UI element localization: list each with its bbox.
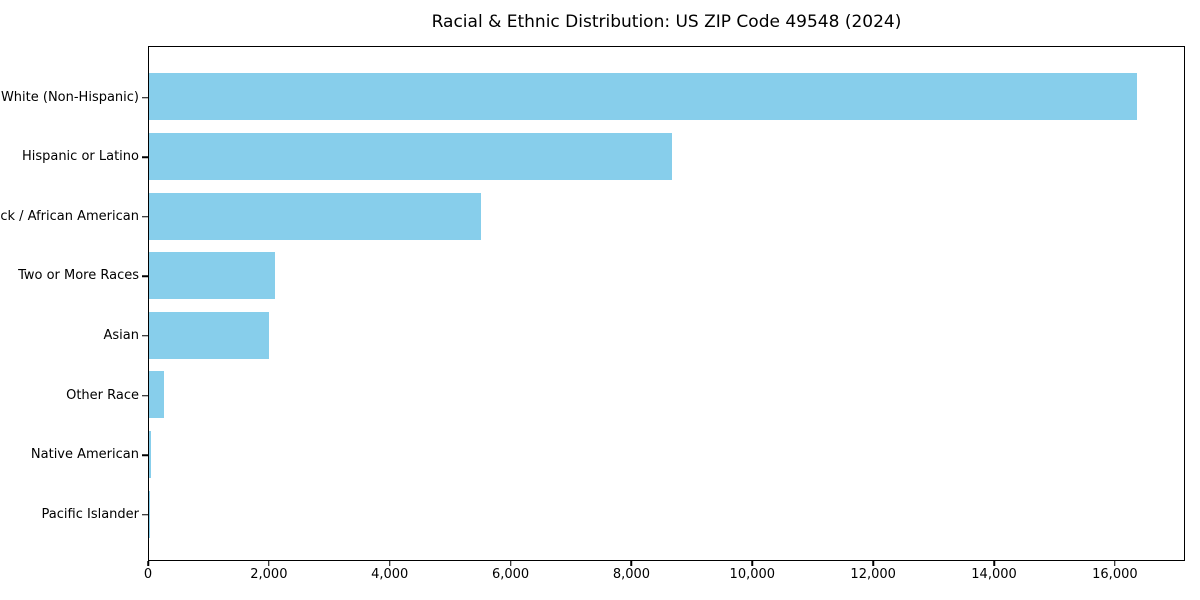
x-tick-label-12000: 12,000 xyxy=(850,567,896,582)
y-tick-mark xyxy=(142,96,148,99)
x-tick-mark xyxy=(872,561,874,566)
y-tick-mark xyxy=(142,335,148,337)
y-tick-mark xyxy=(142,156,148,158)
x-tick-label-14000: 14,000 xyxy=(971,567,1017,582)
bar-two-or-more-races xyxy=(149,252,275,300)
x-tick-mark xyxy=(268,561,270,566)
x-tick-label-6000: 6,000 xyxy=(491,567,530,582)
bar-pacific-islander xyxy=(149,490,150,538)
x-tick-label-0: 0 xyxy=(143,567,153,582)
bar-white-non-hispanic xyxy=(149,73,1138,121)
x-tick-label-10000: 10,000 xyxy=(729,567,776,582)
bars-layer xyxy=(149,47,1184,560)
y-tick-label-two-or-more-races: Two or More Races xyxy=(18,268,139,284)
y-tick-label-other-race: Other Race xyxy=(66,387,139,403)
x-tick-mark xyxy=(993,561,995,566)
y-tick-mark xyxy=(142,275,148,278)
x-tick-mark xyxy=(147,561,149,566)
y-tick-label-white-non-hispanic: White (Non-Hispanic) xyxy=(0,89,139,105)
x-tick-mark xyxy=(509,561,512,566)
bar-native-american xyxy=(149,430,151,478)
x-tick-label-8000: 8,000 xyxy=(612,567,651,582)
y-tick-mark xyxy=(142,454,148,456)
bar-other-race xyxy=(149,371,165,419)
y-tick-label-hispanic-or-latino: Hispanic or Latino xyxy=(21,149,139,165)
y-tick-label-native-american: Native American xyxy=(30,447,139,463)
y-tick-mark xyxy=(142,215,148,218)
y-tick-label-pacific-islander: Pacific Islander xyxy=(41,506,139,522)
y-tick-mark xyxy=(142,394,148,397)
x-tick-label-4000: 4,000 xyxy=(371,567,409,582)
y-tick-label-asian: Asian xyxy=(103,327,139,343)
y-tick-label-black-african-american: Black / African American xyxy=(0,208,139,224)
y-tick-mark xyxy=(142,513,148,516)
bar-hispanic-or-latino xyxy=(149,132,672,180)
bar-asian xyxy=(149,311,269,359)
x-tick-mark xyxy=(751,561,754,566)
bar-black-african-american xyxy=(149,192,482,240)
plot-area xyxy=(148,46,1185,561)
chart-title: Racial & Ethnic Distribution: US ZIP Cod… xyxy=(431,12,902,32)
x-tick-mark xyxy=(1114,561,1116,566)
x-tick-label-2000: 2,000 xyxy=(250,567,288,582)
x-tick-mark xyxy=(630,561,633,566)
x-tick-label-16000: 16,000 xyxy=(1092,567,1138,582)
x-tick-mark xyxy=(388,561,391,566)
